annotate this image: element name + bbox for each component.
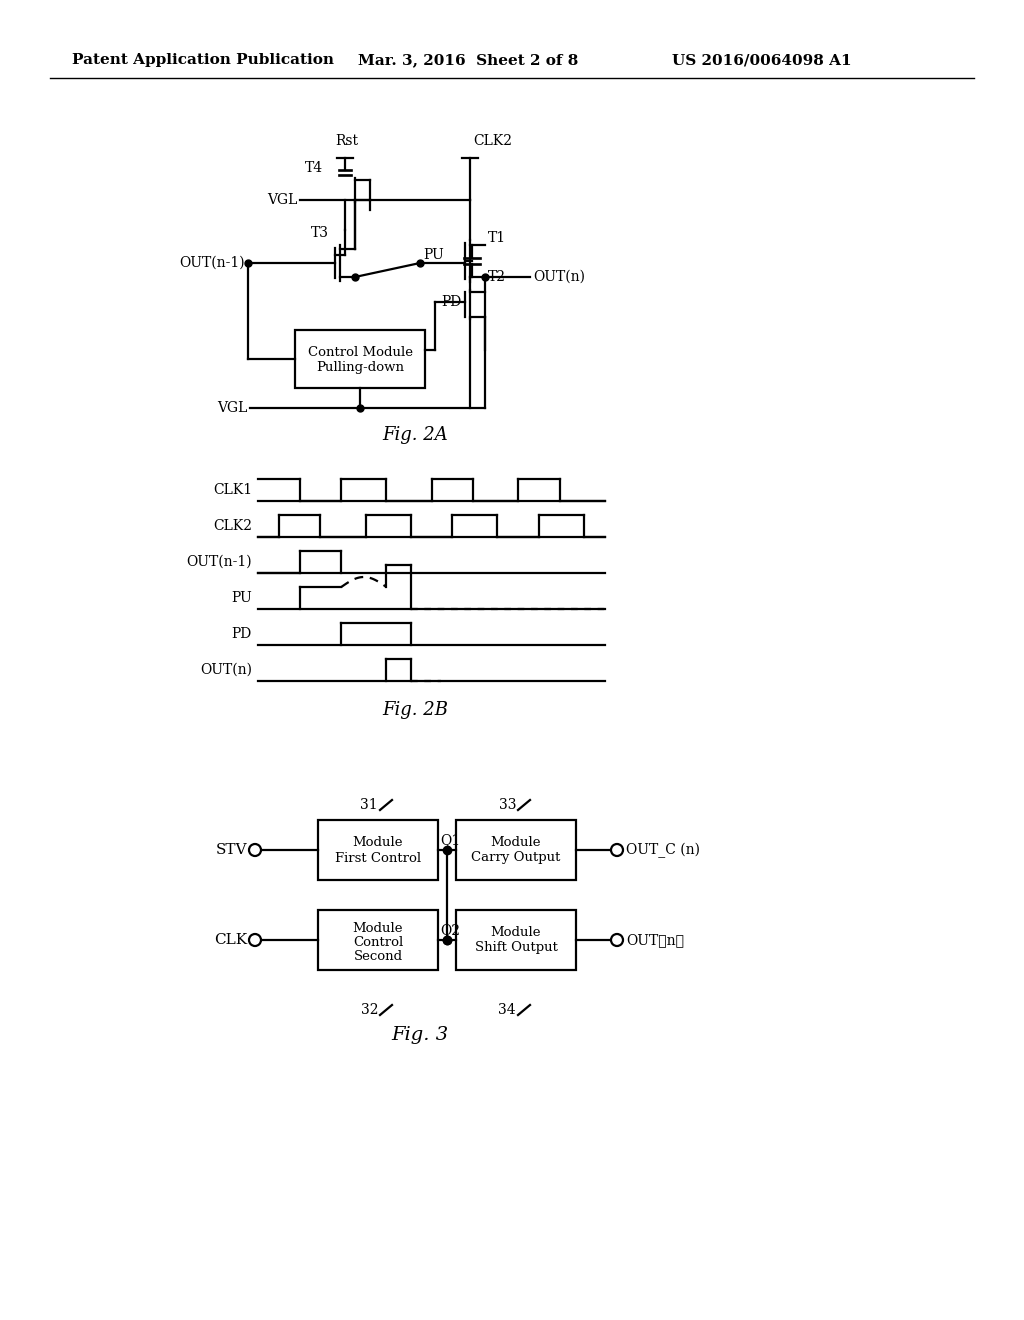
Text: US 2016/0064098 A1: US 2016/0064098 A1 <box>672 53 852 67</box>
Text: Module: Module <box>490 836 542 849</box>
Circle shape <box>611 843 623 855</box>
Circle shape <box>249 935 261 946</box>
Text: PD: PD <box>441 294 462 309</box>
Text: Module: Module <box>352 921 403 935</box>
Text: CLK2: CLK2 <box>213 519 252 533</box>
Text: 32: 32 <box>360 1003 378 1016</box>
Text: First Control: First Control <box>335 851 421 865</box>
Bar <box>295 330 425 388</box>
Text: PU: PU <box>231 591 252 605</box>
Text: Module: Module <box>490 925 542 939</box>
Text: CLK1: CLK1 <box>213 483 252 498</box>
Text: OUT(n): OUT(n) <box>200 663 252 677</box>
Text: Q1: Q1 <box>440 833 460 847</box>
Bar <box>318 820 438 880</box>
Text: Pulling-down: Pulling-down <box>316 360 404 374</box>
Text: Module: Module <box>352 836 403 849</box>
Text: CLK: CLK <box>214 933 247 946</box>
Text: T2: T2 <box>488 271 506 284</box>
Text: Rst: Rst <box>336 135 358 148</box>
Text: Fig. 2A: Fig. 2A <box>382 426 447 444</box>
Text: 33: 33 <box>499 799 516 812</box>
Circle shape <box>249 843 261 855</box>
Text: Fig. 2B: Fig. 2B <box>382 701 449 719</box>
Text: Second: Second <box>353 949 402 962</box>
Text: 31: 31 <box>360 799 378 812</box>
Text: T3: T3 <box>311 226 329 240</box>
Bar <box>456 820 575 880</box>
Bar <box>456 909 575 970</box>
Text: 34: 34 <box>499 1003 516 1016</box>
Text: Fig. 3: Fig. 3 <box>391 1026 449 1044</box>
Text: Q2: Q2 <box>440 923 460 937</box>
Text: PU: PU <box>423 248 443 261</box>
Text: VGL: VGL <box>218 401 248 414</box>
Text: OUT_C (n): OUT_C (n) <box>626 842 700 858</box>
Text: STV: STV <box>215 843 247 857</box>
Text: Control Module: Control Module <box>307 346 413 359</box>
Text: Mar. 3, 2016  Sheet 2 of 8: Mar. 3, 2016 Sheet 2 of 8 <box>358 53 579 67</box>
Text: OUT（n）: OUT（n） <box>626 933 684 946</box>
Text: T1: T1 <box>488 231 506 246</box>
Text: PD: PD <box>231 627 252 642</box>
Text: T4: T4 <box>305 161 323 176</box>
Bar <box>318 909 438 970</box>
Text: CLK2: CLK2 <box>473 135 512 148</box>
Text: Shift Output: Shift Output <box>474 941 557 954</box>
Text: OUT(n-1): OUT(n-1) <box>186 554 252 569</box>
Text: Control: Control <box>353 936 403 949</box>
Circle shape <box>611 935 623 946</box>
Text: OUT(n-1): OUT(n-1) <box>179 256 245 271</box>
Text: Patent Application Publication: Patent Application Publication <box>72 53 334 67</box>
Text: Carry Output: Carry Output <box>471 851 561 865</box>
Text: OUT(n): OUT(n) <box>534 271 585 284</box>
Text: VGL: VGL <box>267 193 298 207</box>
